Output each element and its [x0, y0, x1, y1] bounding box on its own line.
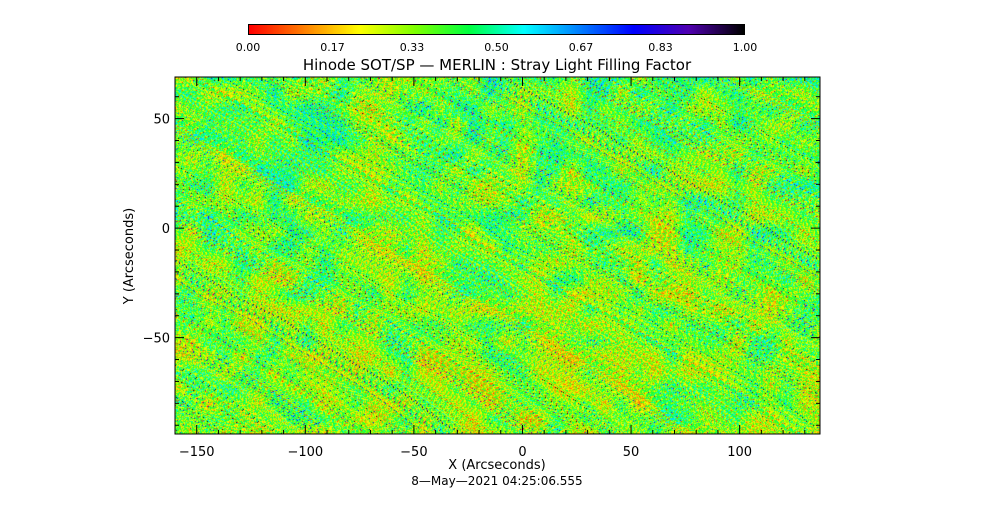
- x-tick-label: 0: [518, 445, 526, 460]
- colorbar-tick-label: 0.17: [320, 41, 345, 54]
- colorbar-tick-label: 0.33: [400, 41, 425, 54]
- y-tick-label: −50: [143, 332, 170, 347]
- colorbar-tick-label: 0.67: [569, 41, 594, 54]
- x-tick-label: 100: [727, 445, 752, 460]
- colorbar-tick-label: 1.00: [733, 41, 758, 54]
- x-tick-label: −150: [179, 445, 215, 460]
- x-tick-label: −100: [287, 445, 323, 460]
- chart-title: Hinode SOT/SP — MERLIN : Stray Light Fil…: [303, 56, 692, 74]
- colorbar-tick-label: 0.83: [648, 41, 673, 54]
- colorbar-tick-label: 0.50: [484, 41, 509, 54]
- x-tick-label: 50: [623, 445, 640, 460]
- colorbar-tick-labels: 0.00 0.17 0.33 0.50 0.67 0.83 1.00: [236, 41, 758, 54]
- timestamp: 8—May—2021 04:25:06.555: [411, 474, 582, 488]
- heatmap-image: [175, 77, 820, 434]
- y-tick-labels: −50 0 50: [143, 113, 170, 347]
- plot-frame: [174, 76, 821, 435]
- colorbar-tick-label: 0.00: [236, 41, 261, 54]
- x-tick-label: −50: [400, 445, 427, 460]
- x-axis-label: X (Arcseconds): [448, 458, 545, 473]
- y-tick-label: 50: [153, 113, 170, 128]
- axis-ticks: [175, 77, 820, 434]
- y-tick-label: 0: [162, 222, 170, 237]
- colorbar: [248, 24, 745, 35]
- x-tick-labels: −150 −100 −50 0 50 100: [179, 445, 752, 460]
- y-axis-label: Y (Arcseconds): [122, 208, 137, 305]
